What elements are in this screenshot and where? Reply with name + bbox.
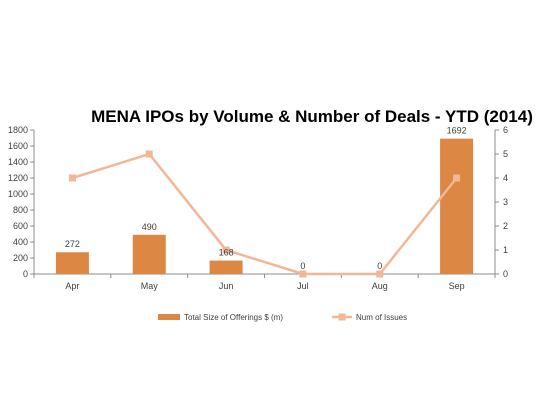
- y-tick-label: 1000: [8, 189, 28, 199]
- y2-tick-label: 0: [503, 269, 508, 279]
- y-tick-label: 1600: [8, 141, 28, 151]
- bar-may: [132, 234, 166, 274]
- y2-tick-label: 2: [503, 221, 508, 231]
- bar-data-label: 272: [65, 239, 80, 249]
- y-tick-label: 800: [13, 205, 28, 215]
- x-category-label: Apr: [65, 281, 79, 291]
- issues-marker-jun: [222, 246, 230, 254]
- issues-marker-apr: [68, 174, 76, 182]
- x-category-label: Jul: [297, 281, 309, 291]
- issues-marker-may: [145, 150, 153, 158]
- issues-marker-jul: [299, 270, 307, 278]
- bar-data-label: 490: [142, 222, 157, 232]
- legend-bar-label: Total Size of Offerings $ (m): [184, 313, 283, 322]
- y2-tick-label: 4: [503, 173, 508, 183]
- bars-layer: [55, 138, 474, 274]
- x-category-label: May: [141, 281, 159, 291]
- bar-apr: [55, 252, 89, 274]
- y-tick-label: 1800: [8, 125, 28, 135]
- legend-line-marker: [338, 313, 346, 321]
- y-tick-label: 0: [23, 269, 28, 279]
- x-category-label: Sep: [449, 281, 465, 291]
- bar-sep: [440, 138, 474, 274]
- legend-bar-swatch: [158, 314, 180, 320]
- axes-layer: 0200400600800100012001400160018000123456…: [8, 125, 508, 291]
- bar-data-label: 0: [377, 261, 382, 271]
- data-labels-layer: 272 490 168 0 0 1692: [65, 126, 467, 271]
- y-tick-label: 400: [13, 237, 28, 247]
- x-category-label: Jun: [219, 281, 234, 291]
- y2-tick-label: 5: [503, 149, 508, 159]
- bar-data-label: 0: [300, 261, 305, 271]
- y2-tick-label: 6: [503, 125, 508, 135]
- issues-marker-sep: [453, 174, 461, 182]
- chart-title: MENA IPOs by Volume & Number of Deals - …: [91, 107, 533, 126]
- bar-jun: [209, 260, 243, 274]
- y-tick-label: 200: [13, 253, 28, 263]
- y-tick-label: 1200: [8, 173, 28, 183]
- legend: Total Size of Offerings $ (m) Num of Iss…: [158, 313, 407, 322]
- bar-data-label: 1692: [447, 126, 467, 136]
- y-tick-label: 600: [13, 221, 28, 231]
- y2-tick-label: 1: [503, 245, 508, 255]
- issues-line: [72, 152, 458, 276]
- bar-data-label: 168: [219, 248, 234, 258]
- x-category-label: Aug: [372, 281, 388, 291]
- line-layer: [68, 150, 461, 278]
- y-tick-label: 1400: [8, 157, 28, 167]
- issues-marker-aug: [376, 270, 384, 278]
- y2-tick-label: 3: [503, 197, 508, 207]
- legend-line-label: Num of Issues: [356, 313, 407, 322]
